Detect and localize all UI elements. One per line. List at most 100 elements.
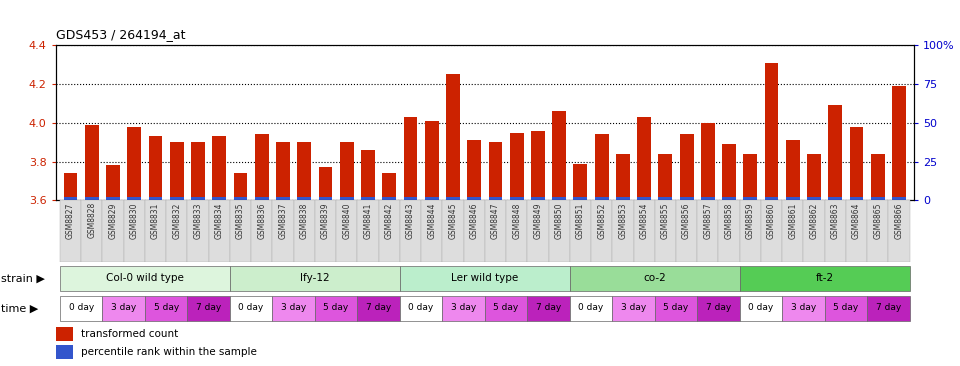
Bar: [399, 200, 421, 262]
Bar: [60, 266, 229, 291]
Text: GSM8845: GSM8845: [448, 202, 457, 239]
Bar: [489, 197, 502, 200]
Bar: [659, 154, 672, 200]
Bar: [294, 200, 315, 262]
Bar: [276, 142, 290, 200]
Text: GSM8831: GSM8831: [151, 202, 160, 239]
Bar: [548, 200, 570, 262]
Bar: [468, 140, 481, 200]
Text: transformed count: transformed count: [82, 329, 179, 339]
Bar: [676, 200, 697, 262]
Bar: [403, 117, 418, 200]
Text: 7 day: 7 day: [196, 303, 221, 312]
Bar: [56, 327, 73, 341]
Text: 0 day: 0 day: [578, 303, 604, 312]
Text: GSM8827: GSM8827: [66, 202, 75, 239]
Bar: [659, 197, 672, 200]
Text: GSM8842: GSM8842: [385, 202, 394, 239]
Bar: [527, 200, 548, 262]
Text: GSM8846: GSM8846: [469, 202, 479, 239]
Text: GSM8851: GSM8851: [576, 202, 585, 239]
Bar: [468, 197, 481, 200]
Bar: [424, 121, 439, 200]
Bar: [319, 167, 332, 200]
Bar: [336, 200, 357, 262]
Bar: [424, 197, 439, 200]
Bar: [825, 296, 867, 321]
Bar: [697, 296, 740, 321]
Bar: [782, 200, 804, 262]
Text: GSM8829: GSM8829: [108, 202, 117, 239]
Bar: [612, 296, 655, 321]
Bar: [489, 142, 502, 200]
Text: GSM8864: GSM8864: [852, 202, 861, 239]
Bar: [166, 200, 187, 262]
Bar: [888, 200, 910, 262]
Bar: [60, 200, 82, 262]
Text: GSM8828: GSM8828: [87, 202, 96, 239]
Bar: [149, 137, 162, 200]
Bar: [229, 200, 252, 262]
Bar: [637, 117, 651, 200]
Bar: [761, 200, 782, 262]
Text: 0 day: 0 day: [749, 303, 774, 312]
Bar: [871, 197, 885, 200]
Bar: [718, 200, 740, 262]
Text: GSM8850: GSM8850: [555, 202, 564, 239]
Bar: [570, 296, 612, 321]
Bar: [485, 200, 506, 262]
Bar: [145, 200, 166, 262]
Bar: [765, 63, 779, 200]
Bar: [208, 200, 229, 262]
Bar: [531, 197, 545, 200]
Text: 3 day: 3 day: [791, 303, 816, 312]
Bar: [786, 197, 800, 200]
Bar: [616, 197, 630, 200]
Bar: [740, 200, 761, 262]
Text: GSM8833: GSM8833: [194, 202, 203, 239]
Text: GSM8860: GSM8860: [767, 202, 776, 239]
Bar: [145, 296, 187, 321]
Bar: [573, 197, 588, 200]
Bar: [84, 197, 99, 200]
Text: 7 day: 7 day: [876, 303, 901, 312]
Bar: [273, 296, 315, 321]
Text: GSM8856: GSM8856: [683, 202, 691, 239]
Bar: [403, 197, 418, 200]
Bar: [443, 296, 485, 321]
Text: 3 day: 3 day: [621, 303, 646, 312]
Bar: [722, 144, 736, 200]
Bar: [399, 266, 570, 291]
Text: GDS453 / 264194_at: GDS453 / 264194_at: [56, 28, 185, 41]
Text: GSM8837: GSM8837: [278, 202, 287, 239]
Bar: [56, 345, 73, 359]
Bar: [828, 105, 842, 200]
Bar: [446, 197, 460, 200]
Bar: [570, 266, 740, 291]
Bar: [680, 197, 693, 200]
Text: 5 day: 5 day: [154, 303, 179, 312]
Text: GSM8835: GSM8835: [236, 202, 245, 239]
Bar: [570, 200, 591, 262]
Bar: [595, 197, 609, 200]
Bar: [149, 197, 162, 200]
Bar: [103, 296, 145, 321]
Bar: [84, 125, 99, 200]
Bar: [187, 296, 229, 321]
Bar: [871, 154, 885, 200]
Bar: [867, 200, 888, 262]
Bar: [701, 123, 715, 200]
Bar: [298, 197, 311, 200]
Text: GSM8858: GSM8858: [725, 202, 733, 239]
Bar: [382, 173, 396, 200]
Bar: [655, 200, 676, 262]
Text: GSM8861: GSM8861: [788, 202, 798, 239]
Bar: [531, 131, 545, 200]
Text: 5 day: 5 day: [493, 303, 518, 312]
Bar: [233, 173, 248, 200]
Text: 3 day: 3 day: [111, 303, 136, 312]
Text: time ▶: time ▶: [1, 303, 38, 313]
Bar: [765, 197, 779, 200]
Bar: [191, 142, 204, 200]
Bar: [128, 127, 141, 200]
